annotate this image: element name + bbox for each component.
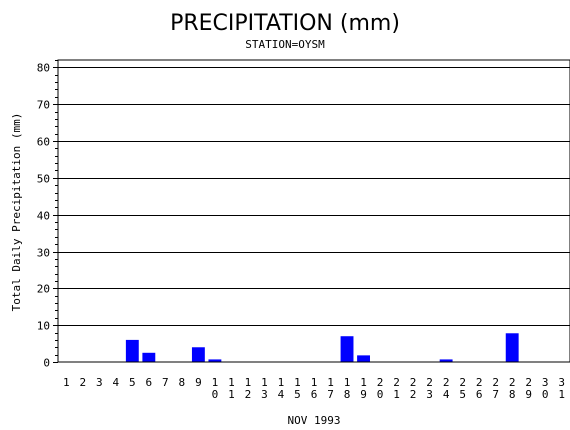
x-ticks-layer: 1 2 3 4 5 6 7 8 9 1 01 11 21 31 41 51 61 71 81 92 02 12 22 32 42… xyxy=(63,376,565,401)
x-tick-label-3: 3 xyxy=(96,376,103,389)
y-tick-label-20: 20 xyxy=(37,283,50,296)
x-tick-label-1: 1 xyxy=(63,376,70,389)
bar-day-28 xyxy=(505,333,519,362)
bar-day-10 xyxy=(208,359,222,362)
bar-day-5 xyxy=(125,339,139,362)
y-axis-label: Total Daily Precipitation (mm) xyxy=(10,113,23,312)
bar-day-6 xyxy=(142,352,156,362)
bars-layer xyxy=(125,333,519,362)
x-tick-label-5: 5 xyxy=(129,376,136,389)
y-tick-label-50: 50 xyxy=(37,173,50,186)
y-tick-label-40: 40 xyxy=(37,210,50,223)
bar-day-9 xyxy=(191,347,205,362)
axes-layer xyxy=(57,59,570,363)
x-tick-label-2: 2 xyxy=(79,376,86,389)
y-tick-label-0: 0 xyxy=(43,357,50,370)
grid-layer xyxy=(58,67,570,326)
x-tick-label-4: 4 xyxy=(112,376,119,389)
y-tick-label-60: 60 xyxy=(37,136,50,149)
y-tick-label-10: 10 xyxy=(37,320,50,333)
chart-subtitle: STATION=OYSM xyxy=(245,38,325,51)
x-tick-label-8: 8 xyxy=(179,376,186,389)
bar-day-18 xyxy=(340,336,354,362)
y-tick-label-80: 80 xyxy=(37,62,50,75)
x-axis-label: NOV 1993 xyxy=(288,414,341,427)
y-tick-label-70: 70 xyxy=(37,99,50,112)
bar-day-24 xyxy=(439,359,453,362)
y-ticks-layer: 0 10 20 30 40 50 60 70 80 xyxy=(37,60,58,370)
plot-frame xyxy=(57,59,570,363)
chart-title: PRECIPITATION (mm) xyxy=(170,11,400,36)
x-tick-label-7: 7 xyxy=(162,376,169,389)
x-tick-label-9: 9 xyxy=(195,376,202,389)
bar-day-19 xyxy=(357,355,370,362)
x-tick-label-6: 6 xyxy=(146,376,153,389)
y-tick-label-30: 30 xyxy=(37,247,50,260)
